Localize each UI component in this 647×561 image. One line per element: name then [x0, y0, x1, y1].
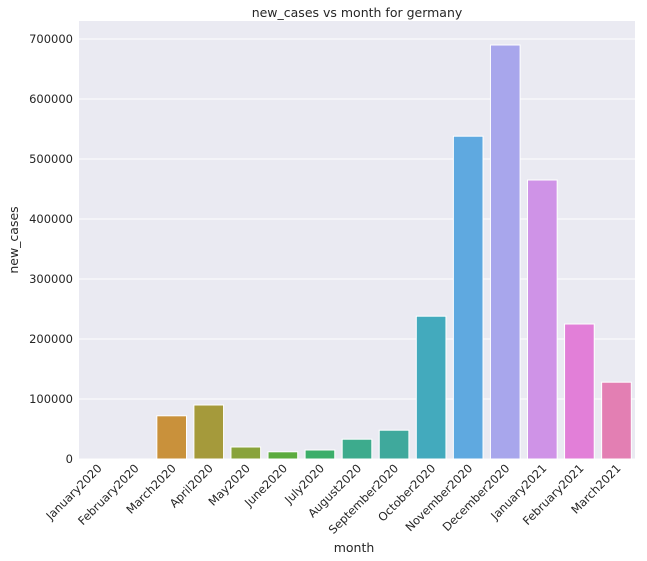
y-tick-labels: 0 100000 200000 300000 400000 500000 600000 700…	[29, 32, 73, 466]
bar-July2020	[304, 449, 336, 460]
bar-September2020	[378, 429, 410, 460]
bar-January2021	[527, 179, 558, 460]
bar-February2021	[564, 323, 595, 460]
bar-April2020	[193, 404, 225, 460]
bar-October2020	[415, 315, 447, 460]
bar-March2021	[601, 381, 632, 460]
y-tick-label: 500000	[29, 152, 73, 166]
x-tick-label: December2020	[440, 461, 513, 534]
bars	[82, 44, 632, 460]
y-tick-label: 400000	[29, 212, 73, 226]
x-tick-labels: January2020February2020March2020April202…	[43, 461, 624, 537]
x-tick-label: November2020	[402, 461, 475, 534]
bar-August2020	[341, 438, 373, 460]
y-tick-label: 700000	[29, 32, 73, 46]
bar-May2020	[230, 446, 262, 460]
chart-title: new_cases vs month for germany	[252, 5, 463, 20]
bar-March2020	[156, 415, 187, 460]
y-tick-label: 600000	[29, 92, 73, 106]
bar-November2020	[452, 135, 484, 460]
y-axis-label: new_cases	[6, 206, 21, 273]
y-tick-label: 300000	[29, 272, 73, 286]
y-tick-label: 0	[66, 452, 73, 466]
x-axis-label: month	[334, 540, 375, 555]
y-tick-label: 100000	[29, 392, 73, 406]
bar-December2020	[489, 44, 521, 460]
bar-June2020	[267, 451, 299, 460]
y-tick-label: 200000	[29, 332, 73, 346]
